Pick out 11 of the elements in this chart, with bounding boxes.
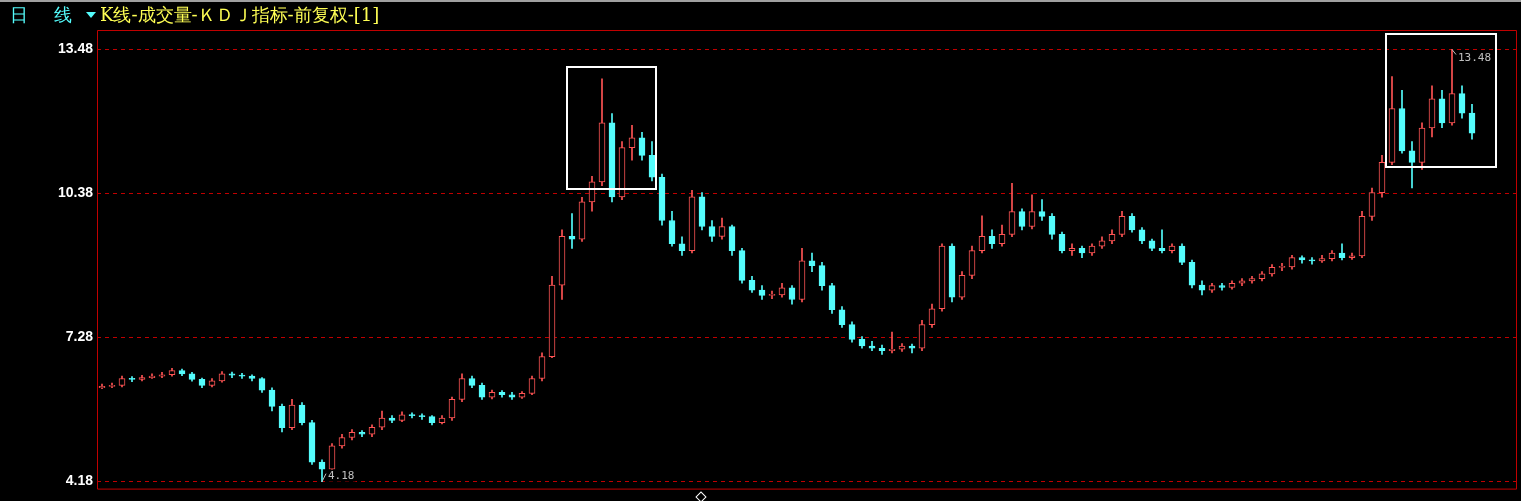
annotation: 4.18 [328,468,355,482]
chart-title: K线-成交量-ＫＤＪ指标-前复权-[1] [100,3,380,27]
chart-subtitle: 日 线 [10,3,76,27]
y-tick-label: 13.48 [57,40,94,57]
candlestick [768,290,776,299]
y-tick-label: 10.38 [57,184,94,201]
annotation: 13.48 [1458,50,1492,64]
y-tick-label: 7.28 [65,328,94,345]
candlestick [238,373,246,379]
y-tick-label: 4.18 [65,472,94,489]
candlestick [1308,257,1316,265]
